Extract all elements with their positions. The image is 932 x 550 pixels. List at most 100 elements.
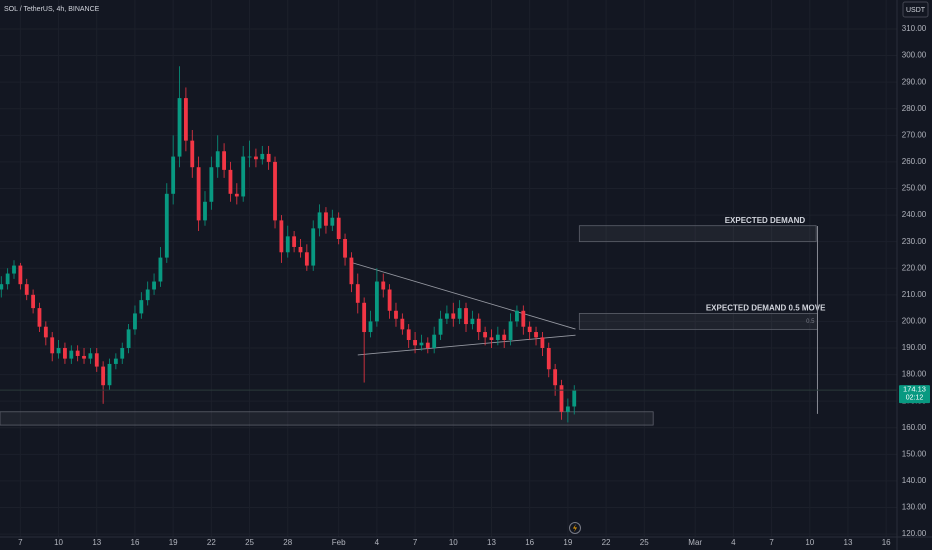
x-tick-label: 13 [487,538,496,547]
candle-body [355,284,360,303]
grid [0,0,897,537]
x-tick-label: 4 [731,538,736,547]
candle-body [502,334,507,341]
candle-body [419,342,424,346]
candle-body [273,161,277,221]
candle-body [317,212,322,229]
candle-body [381,281,386,290]
candle-body [374,281,379,322]
y-tick-label: 280.00 [902,104,927,113]
currency-button[interactable] [902,1,929,18]
candle-body [489,337,494,341]
candle-body [470,318,475,325]
y-tick-label: 190.00 [902,343,927,352]
x-tick-label: 13 [844,538,853,547]
candle-body [37,308,42,327]
x-tick-label: 19 [169,538,178,547]
candle-body [540,337,545,348]
candle-body [126,329,131,348]
y-tick-label: 180.00 [902,370,927,379]
x-tick-label: 10 [805,538,814,547]
candle-body [464,308,468,325]
candle-body [572,390,577,407]
candle-body [349,257,354,285]
x-tick-label: Feb [332,538,346,547]
y-tick-label: 210.00 [902,290,927,299]
candle-body [43,326,48,338]
candle-body [12,265,16,274]
candle-body [164,193,169,258]
candle-body [451,313,456,319]
y-tick-label: 220.00 [902,263,927,272]
candle-body [82,355,86,359]
candle-body [120,347,125,359]
candle-body [324,212,328,226]
candle-body [203,201,207,221]
x-tick-label: 10 [449,538,458,547]
chart-title: SOL / TetherUS, 4h, BINANCE [4,6,100,13]
candle-body [387,289,392,311]
demand-zone [578,313,818,330]
currency-label[interactable]: USDT [906,7,926,14]
candle-body [241,156,246,197]
x-tick-label: 16 [882,538,891,547]
candle-body [476,318,481,333]
trend-line [357,334,576,356]
zone-label: EXPECTED DEMAND [725,216,806,225]
candle-body [222,151,227,170]
candle-body [362,302,367,333]
x-tick-label: 25 [245,538,254,547]
candle-body [63,347,67,359]
candle-body [311,228,316,266]
candle-body [0,284,4,290]
candle-body [432,334,437,348]
candle-body [553,369,558,386]
candle-body [457,308,462,319]
plot: EXPECTED DEMAND EXPECTED DEMAND 0.5 MOVE 0… [0,66,897,426]
candle-body [196,167,201,221]
y-tick-label: 250.00 [902,184,927,193]
candle-body [406,329,411,341]
x-tick-label: 28 [283,538,292,547]
candle-body [254,156,258,160]
candle-body [559,385,564,412]
candle-body [31,294,36,309]
candle-body [285,236,290,253]
candle-body [260,153,265,160]
y-tick-label: 300.00 [902,51,927,60]
candle-body [546,347,551,370]
candle-body [298,246,303,253]
x-tick-label: Mar [688,538,702,547]
candle-body [24,284,29,295]
candle-body [515,310,519,322]
axes: 120.00130.00140.00150.00160.00170.00180.… [18,24,930,547]
candle-body [139,300,144,314]
candle-body [50,337,55,354]
events-icon[interactable] [569,522,581,534]
candle-body [209,167,214,202]
candle-body [336,217,341,239]
y-tick-label: 230.00 [902,237,927,246]
candle-body [508,321,513,341]
last-price-label: 174.13 [903,385,926,394]
candle-body [266,153,271,162]
candle-body [18,265,23,285]
candle-body [88,353,93,359]
candle-body [215,151,220,168]
candle-body [56,347,61,354]
y-tick-label: 290.00 [902,77,927,86]
y-tick-label: 140.00 [902,476,927,485]
y-tick-label: 120.00 [902,529,927,538]
x-tick-label: 16 [525,538,534,547]
candle-body [75,350,80,356]
candle-body [279,220,284,253]
candle-body [152,281,156,290]
y-tick-label: 260.00 [902,157,927,166]
trend-line [350,261,576,330]
x-tick-label: 13 [92,538,101,547]
y-tick-label: 160.00 [902,423,927,432]
demand-zone [0,411,654,426]
